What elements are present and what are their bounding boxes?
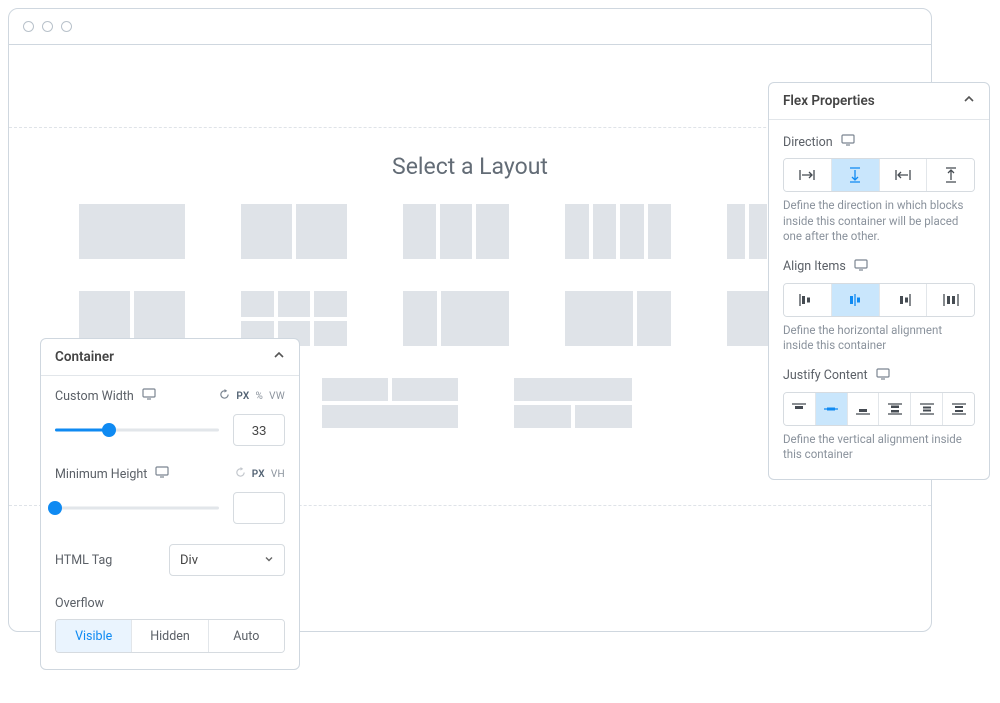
chevron-up-icon bbox=[273, 349, 285, 365]
custom-width-slider[interactable] bbox=[55, 416, 219, 444]
chevron-down-icon bbox=[264, 553, 274, 568]
container-panel-title: Container bbox=[55, 349, 114, 365]
overflow-hidden[interactable]: Hidden bbox=[131, 620, 207, 652]
align-start-icon[interactable] bbox=[784, 284, 831, 316]
unit-vh[interactable]: VH bbox=[271, 469, 285, 480]
overflow-auto[interactable]: Auto bbox=[208, 620, 284, 652]
overflow-group: Overflow Visible Hidden Auto bbox=[55, 596, 285, 653]
unit-percent[interactable]: % bbox=[256, 391, 264, 402]
unit-px[interactable]: PX bbox=[252, 469, 265, 480]
custom-width-group: Custom Width PX % VW bbox=[55, 388, 285, 446]
html-tag-selected: Div bbox=[180, 553, 198, 568]
justify-content-label: Justify Content bbox=[783, 368, 868, 383]
align-end-icon[interactable] bbox=[879, 284, 927, 316]
layout-thumb-3col[interactable] bbox=[403, 204, 509, 259]
align-items-row bbox=[783, 283, 975, 317]
layout-thumb-stack-b[interactable] bbox=[514, 378, 632, 428]
overflow-segment: Visible Hidden Auto bbox=[55, 619, 285, 653]
traffic-light-max[interactable] bbox=[61, 21, 72, 32]
direction-column-icon[interactable] bbox=[831, 159, 879, 191]
overflow-visible[interactable]: Visible bbox=[56, 620, 131, 652]
justify-start-icon[interactable] bbox=[784, 393, 815, 425]
traffic-light-min[interactable] bbox=[42, 21, 53, 32]
justify-end-icon[interactable] bbox=[847, 393, 879, 425]
layout-thumb-2-1[interactable] bbox=[565, 291, 671, 346]
chevron-up-icon bbox=[963, 93, 975, 109]
flex-panel-title: Flex Properties bbox=[783, 93, 875, 109]
min-height-label: Minimum Height bbox=[55, 467, 147, 482]
reset-icon[interactable] bbox=[219, 389, 230, 403]
align-items-desc: Define the horizontal alignment inside t… bbox=[783, 323, 975, 354]
window-chrome bbox=[9, 9, 931, 45]
custom-width-label: Custom Width bbox=[55, 389, 134, 404]
layout-thumb-4col[interactable] bbox=[565, 204, 671, 259]
reset-icon[interactable] bbox=[235, 467, 246, 481]
justify-content-group: Justify Content bbox=[783, 368, 975, 463]
traffic-light-close[interactable] bbox=[23, 21, 34, 32]
flex-panel: Flex Properties Direction bbox=[768, 82, 990, 480]
layout-thumb-stack-a[interactable] bbox=[322, 378, 458, 428]
flex-panel-body: Direction Define the directi bbox=[769, 120, 989, 479]
justify-content-row bbox=[783, 392, 975, 426]
min-height-group: Minimum Height PX VH bbox=[55, 466, 285, 524]
container-panel: Container Custom Width PX % bbox=[40, 338, 300, 670]
layout-row bbox=[79, 204, 861, 259]
flex-direction-desc: Define the direction in which blocks ins… bbox=[783, 198, 975, 245]
custom-width-input[interactable] bbox=[233, 414, 285, 446]
desktop-icon[interactable] bbox=[854, 259, 868, 275]
justify-content-desc: Define the vertical alignment inside thi… bbox=[783, 432, 975, 463]
justify-space-around-icon[interactable] bbox=[910, 393, 942, 425]
flex-direction-label: Direction bbox=[783, 135, 833, 150]
layout-thumb-2col[interactable] bbox=[241, 204, 347, 259]
desktop-icon[interactable] bbox=[155, 466, 169, 482]
justify-space-evenly-icon[interactable] bbox=[942, 393, 974, 425]
align-items-group: Align Items Define the horiz bbox=[783, 259, 975, 354]
flex-direction-group: Direction Define the directi bbox=[783, 134, 975, 245]
overflow-label: Overflow bbox=[55, 596, 285, 611]
direction-row-icon[interactable] bbox=[784, 159, 831, 191]
flex-panel-header[interactable]: Flex Properties bbox=[769, 83, 989, 120]
layout-thumb-1col[interactable] bbox=[79, 204, 185, 259]
html-tag-select[interactable]: Div bbox=[169, 544, 285, 576]
desktop-icon[interactable] bbox=[841, 134, 855, 150]
align-stretch-icon[interactable] bbox=[926, 284, 974, 316]
container-panel-header[interactable]: Container bbox=[41, 339, 299, 376]
flex-direction-row bbox=[783, 158, 975, 192]
desktop-icon[interactable] bbox=[876, 368, 890, 384]
desktop-icon[interactable] bbox=[142, 388, 156, 404]
min-height-slider[interactable] bbox=[55, 494, 219, 522]
justify-space-between-icon[interactable] bbox=[878, 393, 910, 425]
html-tag-group: HTML Tag Div bbox=[55, 544, 285, 576]
min-height-input[interactable] bbox=[233, 492, 285, 524]
unit-px[interactable]: PX bbox=[236, 391, 249, 402]
justify-center-icon[interactable] bbox=[815, 393, 847, 425]
align-center-icon[interactable] bbox=[831, 284, 879, 316]
direction-column-reverse-icon[interactable] bbox=[926, 159, 974, 191]
direction-row-reverse-icon[interactable] bbox=[879, 159, 927, 191]
align-items-label: Align Items bbox=[783, 259, 846, 274]
layout-thumb-1-2[interactable] bbox=[403, 291, 509, 346]
container-panel-body: Custom Width PX % VW bbox=[41, 376, 299, 669]
unit-vw[interactable]: VW bbox=[269, 391, 285, 402]
html-tag-label: HTML Tag bbox=[55, 553, 112, 568]
